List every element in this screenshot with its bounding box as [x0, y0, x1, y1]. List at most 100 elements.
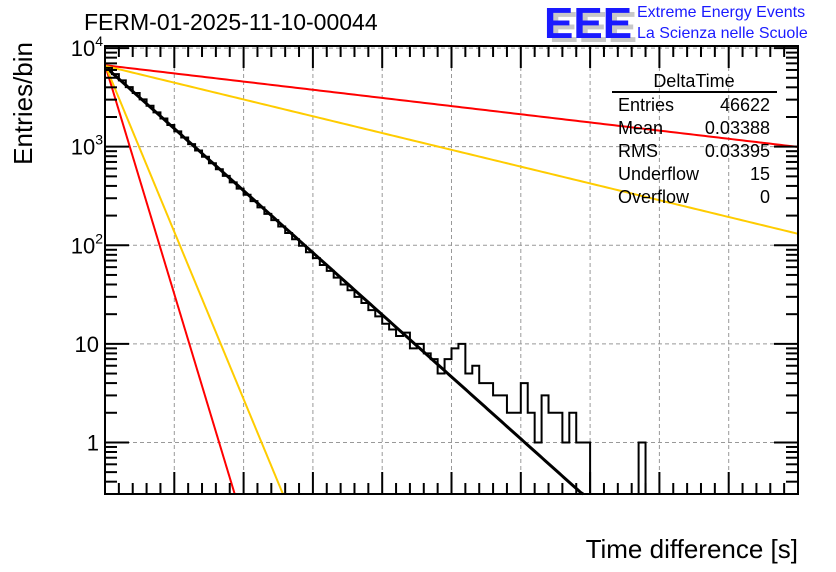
stats-value: 0.03388	[705, 118, 770, 138]
histogram-bin	[528, 413, 535, 494]
y-tick-label: 102	[71, 230, 103, 258]
histogram-bin	[202, 157, 209, 494]
histogram-bin	[278, 227, 285, 494]
histogram-bin	[417, 344, 424, 494]
histogram-bin	[244, 195, 251, 494]
histogram-bin	[320, 265, 327, 494]
histogram-bin	[327, 271, 334, 494]
logo-letters: EEE	[544, 0, 632, 48]
histogram-bin	[292, 239, 299, 494]
y-tick-exponent: 3	[95, 132, 103, 148]
curve-red-shallow	[104, 64, 799, 148]
histogram-bin	[237, 189, 244, 494]
histogram-bin	[105, 68, 112, 494]
histogram-bin	[223, 176, 230, 494]
histogram-bin	[396, 336, 403, 494]
histogram-bin	[154, 112, 161, 494]
y-tick-base: 10	[71, 135, 95, 160]
histogram-bin	[389, 329, 396, 494]
histogram-bin	[452, 348, 459, 494]
stats-label: RMS	[618, 141, 658, 161]
histogram-bin	[375, 316, 382, 494]
histogram-bin	[410, 348, 417, 494]
stats-box: DeltaTime Entries 46622 Mean 0.03388 RMS 0.03…	[612, 71, 777, 207]
histogram-bin	[257, 207, 264, 494]
stats-value: 15	[750, 164, 770, 184]
curve-yellow-steep	[104, 64, 286, 495]
histogram-bin	[458, 344, 465, 494]
stats-row: Overflow 0	[618, 187, 770, 207]
stats-label: Entries	[618, 95, 674, 115]
histogram-bin	[313, 258, 320, 494]
x-axis-title: Time difference [s]	[586, 534, 798, 564]
grid-lines	[105, 46, 798, 494]
stats-row: Entries 46622	[618, 95, 770, 115]
histogram-bin	[341, 285, 348, 494]
histogram-bin	[500, 395, 507, 494]
histogram-bin	[306, 252, 313, 494]
histogram-bin	[119, 80, 126, 494]
histogram-bin	[486, 383, 493, 494]
y-tick-base: 10	[71, 233, 95, 258]
histogram-bin	[549, 413, 556, 494]
histogram-bin	[493, 395, 500, 494]
stats-label: Underflow	[618, 164, 700, 184]
stats-row: Underflow 15	[618, 164, 770, 184]
logo-letters-shadow: EEE	[549, 3, 637, 52]
histogram-bin	[507, 413, 514, 494]
chart-title: FERM-01-2025-11-10-00044	[84, 9, 378, 35]
y-tick-label: 104	[71, 33, 103, 61]
histogram-bin	[445, 359, 452, 494]
histogram-bin	[382, 324, 389, 494]
histogram-bin	[514, 413, 521, 494]
curve-yellow-shallow	[104, 64, 799, 235]
histogram-bin	[583, 442, 590, 494]
histogram-bin	[133, 93, 140, 494]
histogram-bin	[403, 333, 410, 494]
y-tick-exponent: 2	[95, 230, 103, 246]
histogram-bin	[472, 366, 479, 494]
stats-row: RMS 0.03395	[618, 141, 770, 161]
eee-logo: EEE EEE Extreme Energy Events La Scienza…	[544, 0, 808, 52]
histogram-bin	[555, 413, 562, 494]
histogram-bin	[424, 353, 431, 494]
histogram-bin	[361, 303, 368, 494]
stats-title: DeltaTime	[653, 71, 734, 91]
histogram-bin	[285, 233, 292, 494]
stats-value: 0	[760, 187, 770, 207]
y-tick-label: 10	[75, 332, 99, 357]
histogram-bin	[147, 106, 154, 494]
histogram-bin	[299, 246, 306, 494]
logo-line-2: La Scienza nelle Scuole	[637, 25, 808, 42]
histogram-bin	[535, 442, 542, 494]
histogram-bin	[479, 383, 486, 494]
stats-label: Overflow	[618, 187, 690, 207]
histogram-bin	[188, 144, 195, 494]
histogram-bin	[639, 442, 646, 494]
y-tick-exponent: 4	[95, 33, 103, 49]
histogram-bin	[181, 137, 188, 494]
histogram-bin	[271, 220, 278, 494]
histogram-bin	[368, 310, 375, 494]
y-tick-label: 103	[71, 132, 103, 160]
histogram-bin	[160, 119, 167, 494]
stats-value: 0.03395	[705, 141, 770, 161]
histogram-bin	[542, 395, 549, 494]
histogram-bin	[334, 278, 341, 494]
y-tick-base: 10	[71, 36, 95, 61]
stats-label: Mean	[618, 118, 663, 138]
y-axis-title: Entries/bin	[8, 42, 38, 165]
stats-value: 46622	[720, 95, 770, 115]
histogram-bin	[167, 125, 174, 494]
histogram-bin	[562, 442, 569, 494]
histogram-bin	[230, 182, 237, 494]
y-tick-label: 1	[87, 430, 99, 455]
logo-line-1: Extreme Energy Events	[637, 4, 805, 21]
histogram-bin	[431, 359, 438, 494]
histogram-bin	[348, 290, 355, 494]
curve-red-steep	[104, 64, 244, 495]
histogram-bin	[438, 374, 445, 494]
stats-row: Mean 0.03388	[618, 118, 770, 138]
